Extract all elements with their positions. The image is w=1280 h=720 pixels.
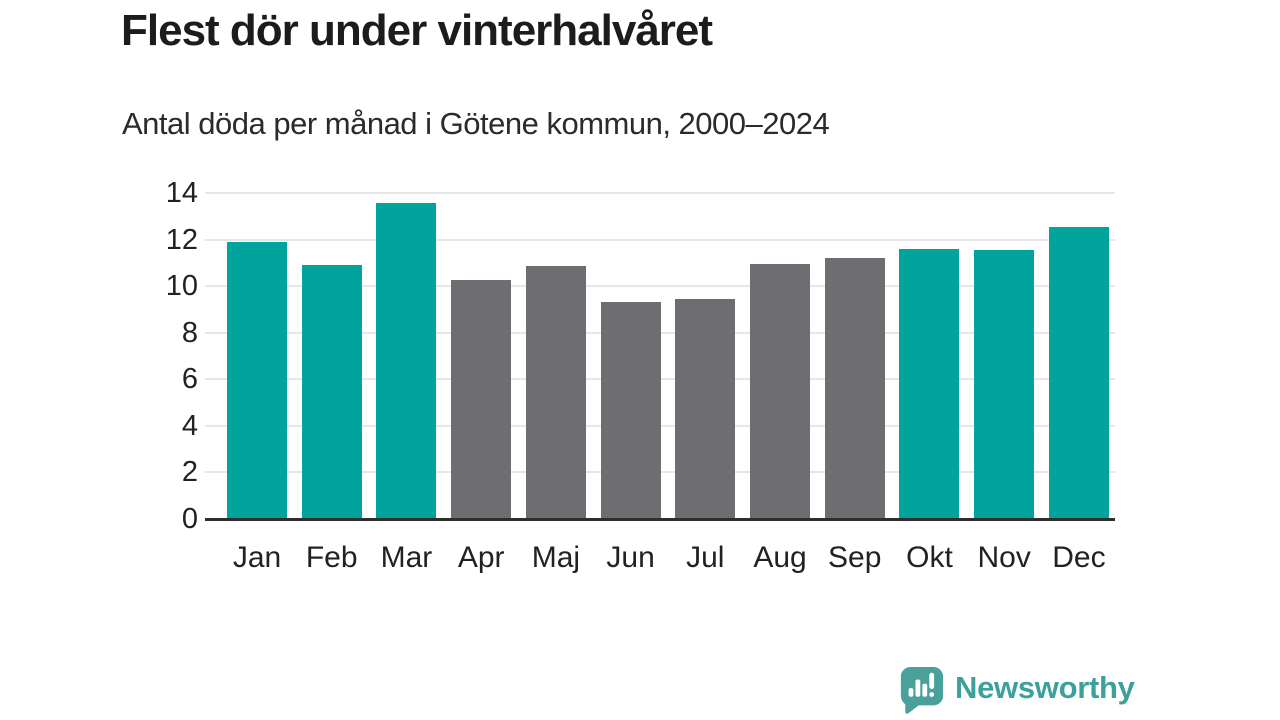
logo-bar-1 <box>908 688 914 697</box>
x-tick-label-jan: Jan <box>232 541 282 574</box>
x-tick-label-sep: Sep <box>828 541 882 574</box>
newsworthy-logo: Newsworthy <box>898 665 1135 715</box>
logo-bar-3 <box>922 683 928 697</box>
y-tick-label-4: 4 <box>181 409 198 442</box>
bar-okt <box>899 248 960 519</box>
logo-exclamation-stroke <box>929 672 935 690</box>
bar-nov <box>974 250 1035 519</box>
y-gridline-10 <box>205 285 1115 288</box>
x-tick-label-apr: Apr <box>457 541 505 574</box>
bar-apr <box>451 280 512 519</box>
y-tick-label-6: 6 <box>181 363 198 396</box>
bar-jul <box>675 298 736 519</box>
y-tick-label-12: 12 <box>165 223 198 256</box>
y-tick-label-10: 10 <box>165 270 198 303</box>
x-tick-label-aug: Aug <box>753 541 807 574</box>
bar-mar <box>376 203 437 519</box>
logo-exclamation-dot <box>929 692 935 697</box>
bar-feb <box>301 265 362 519</box>
chart-title: Flest dör under vinterhalvåret <box>121 6 713 55</box>
x-axis-line <box>205 518 1115 521</box>
x-tick-label-feb: Feb <box>305 541 358 574</box>
x-tick-label-nov: Nov <box>977 541 1031 574</box>
x-tick-label-jul: Jul <box>686 541 725 574</box>
y-tick-label-0: 0 <box>181 503 198 535</box>
x-tick-label-okt: Okt <box>906 541 953 574</box>
y-tick-label-8: 8 <box>181 316 198 349</box>
x-tick-label-jun: Jun <box>606 541 655 574</box>
bar-maj <box>525 266 586 519</box>
bar-aug <box>750 264 811 519</box>
newsworthy-logo-text: Newsworthy <box>955 670 1135 705</box>
bar-dec <box>1048 226 1109 519</box>
x-tick-label-maj: Maj <box>531 541 581 574</box>
bar-sep <box>824 258 885 519</box>
chart-subtitle: Antal döda per månad i Götene kommun, 20… <box>122 106 830 141</box>
logo-bar-2 <box>915 679 921 697</box>
newsworthy-logo-icon <box>900 666 944 714</box>
y-tick-label-2: 2 <box>181 456 198 489</box>
bar-jan <box>227 241 287 519</box>
x-tick-label-dec: Dec <box>1052 541 1106 574</box>
y-gridline-14 <box>205 192 1115 194</box>
y-tick-label-14: 14 <box>165 177 198 209</box>
bar-jun <box>600 302 661 519</box>
x-tick-label-mar: Mar <box>380 541 433 574</box>
y-gridline-12 <box>205 238 1115 241</box>
